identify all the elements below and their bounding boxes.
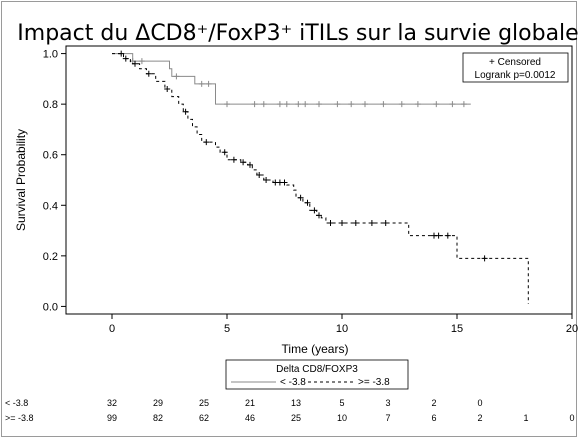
y-tick-label: 0.8	[43, 99, 58, 111]
censor-mark	[316, 101, 322, 108]
y-tick-label: 0.4	[43, 200, 58, 212]
risk-value: 3	[385, 398, 390, 408]
censor-mark	[382, 219, 389, 226]
censor-mark	[224, 101, 230, 108]
censor-mark	[132, 60, 138, 67]
risk-value: 7	[385, 413, 390, 423]
censor-mark	[435, 232, 442, 239]
censor-mark	[352, 219, 359, 226]
risk-value: 82	[153, 413, 163, 423]
censor-mark	[444, 232, 451, 239]
censor-mark	[311, 207, 318, 214]
censor-mark	[295, 101, 302, 108]
risk-row-label: < -3.8	[5, 398, 28, 408]
censored-label: + Censored	[489, 57, 541, 68]
censor-mark	[339, 219, 345, 226]
y-tick-label: 0.6	[43, 150, 58, 162]
censor-mark	[182, 108, 189, 115]
y-tick-label: 1.0	[43, 49, 58, 61]
censor-mark	[334, 101, 341, 108]
censor-mark	[362, 101, 368, 108]
censor-mark	[398, 101, 405, 108]
y-axis-label: Survival Probability	[14, 129, 28, 231]
censor-mark	[449, 101, 456, 108]
risk-table: < -3.8 32 29 25 21 13 5 3 2 0>= -3.8 99 82 62 46 25 10 7…	[5, 398, 575, 423]
risk-value: 99	[107, 413, 117, 423]
censor-mark	[263, 177, 270, 183]
censor-mark	[283, 101, 290, 108]
x-tick-label: 5	[224, 323, 230, 335]
risk-value: 0	[477, 398, 482, 408]
legend-box	[225, 359, 409, 390]
censor-mark	[327, 219, 334, 226]
censor-mark	[203, 139, 210, 146]
censor-mark	[368, 219, 375, 226]
risk-value: 1	[523, 413, 528, 423]
censor-mark	[256, 171, 263, 178]
x-tick-label: 15	[451, 323, 463, 335]
censor-mark	[138, 58, 145, 65]
risk-value: 25	[291, 413, 301, 423]
risk-value: 32	[107, 398, 117, 408]
censor-mark	[481, 255, 488, 262]
censor-mark	[173, 73, 180, 80]
censor-mark	[316, 212, 322, 219]
risk-value: 2	[431, 398, 436, 408]
y-tick-label: 0.0	[43, 301, 58, 313]
risk-value: 0	[569, 413, 574, 423]
series-layer	[112, 50, 529, 304]
series-line-1	[112, 53, 529, 304]
risk-value: 10	[337, 413, 347, 423]
censor-mark	[145, 70, 152, 77]
censor-mark	[297, 194, 304, 201]
censor-mark	[221, 149, 228, 156]
risk-value: 25	[199, 398, 209, 408]
axes: 0 5 10 15 20 0.0 0.2 0.4 0.6 0.8 1.0	[43, 49, 578, 335]
legend-title: Delta CD8/FOXP3	[276, 364, 358, 375]
risk-value: 46	[245, 413, 255, 423]
censor-mark	[240, 159, 247, 166]
risk-value: 62	[199, 413, 209, 423]
censor-mark	[198, 80, 205, 87]
risk-row-label: >= -3.8	[5, 413, 34, 423]
risk-value: 6	[431, 413, 436, 423]
censor-mark	[433, 101, 440, 108]
censor-mark	[348, 101, 355, 108]
censor-mark	[122, 55, 129, 62]
censor-mark	[414, 101, 421, 108]
censor-mark	[304, 199, 311, 206]
censor-mark	[302, 101, 309, 108]
censor-mark	[281, 179, 288, 186]
risk-value: 21	[245, 398, 255, 408]
chart-title: Impact du ΔCD8⁺/FoxP3⁺ iTILs sur la surv…	[17, 21, 578, 46]
censor-mark	[276, 101, 283, 108]
x-tick-label: 10	[336, 323, 348, 335]
risk-value: 13	[291, 398, 301, 408]
y-tick-label: 0.2	[43, 251, 58, 263]
censor-mark	[460, 101, 467, 108]
censor-mark	[230, 156, 237, 163]
censor-mark	[251, 101, 258, 108]
x-tick-label: 20	[566, 323, 578, 335]
censor-mark	[380, 101, 387, 108]
censor-mark	[260, 101, 267, 108]
series-line-0	[112, 53, 471, 105]
censor-mark	[247, 161, 253, 168]
plot-area	[65, 45, 573, 315]
censor-mark	[205, 80, 212, 87]
risk-value: 5	[339, 398, 344, 408]
stats-box	[462, 52, 569, 83]
risk-value: 29	[153, 398, 163, 408]
x-axis-label: Time (years)	[282, 342, 349, 356]
censor-mark	[118, 50, 125, 57]
risk-value: 2	[477, 413, 482, 423]
x-tick-label: 0	[109, 323, 115, 335]
logrank-text: Logrank p=0.0012	[475, 70, 556, 81]
legend-label-low: < -3.8	[280, 377, 306, 388]
legend-label-high: >= -3.8	[358, 377, 390, 388]
censor-mark	[164, 85, 171, 92]
